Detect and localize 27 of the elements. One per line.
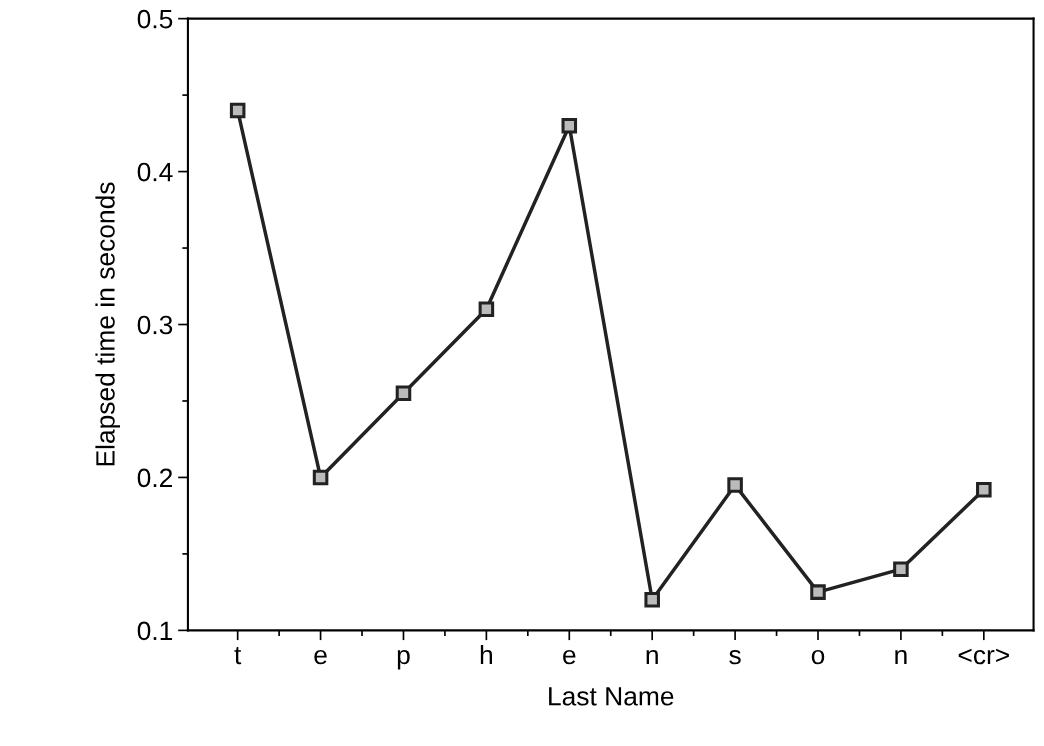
- point: [727, 477, 743, 493]
- point: [478, 301, 495, 317]
- x-tick-label: o: [811, 649, 825, 665]
- x-tick-label: t: [234, 647, 242, 665]
- x-tick-label: <cr>: [958, 648, 1009, 665]
- point: [976, 481, 992, 498]
- point: [810, 584, 826, 600]
- x-tick-label: n: [646, 649, 658, 665]
- x-tick-label: e: [563, 649, 576, 665]
- point: [395, 385, 412, 402]
- y-tick-label: 0.5: [137, 9, 173, 29]
- point: [644, 592, 660, 608]
- y-tick-label: 0.1: [137, 621, 173, 641]
- x-tick-label: e: [314, 649, 327, 665]
- x-axis-title: Last Name: [549, 687, 674, 706]
- point: [561, 117, 578, 134]
- point: [893, 561, 909, 577]
- point: [312, 469, 329, 486]
- y-tick-label: 0.4: [137, 162, 173, 182]
- y-axis-title: Elapsed time in seconds: [95, 182, 120, 466]
- y-tick-label: 0.2: [137, 468, 173, 488]
- x-tick-label: s: [729, 649, 741, 665]
- x-tick-label: h: [480, 644, 493, 665]
- x-tick-label: p: [397, 649, 410, 670]
- y-tick-label: 0.3: [137, 315, 173, 335]
- point: [229, 102, 246, 119]
- x-tick-label: n: [895, 649, 907, 665]
